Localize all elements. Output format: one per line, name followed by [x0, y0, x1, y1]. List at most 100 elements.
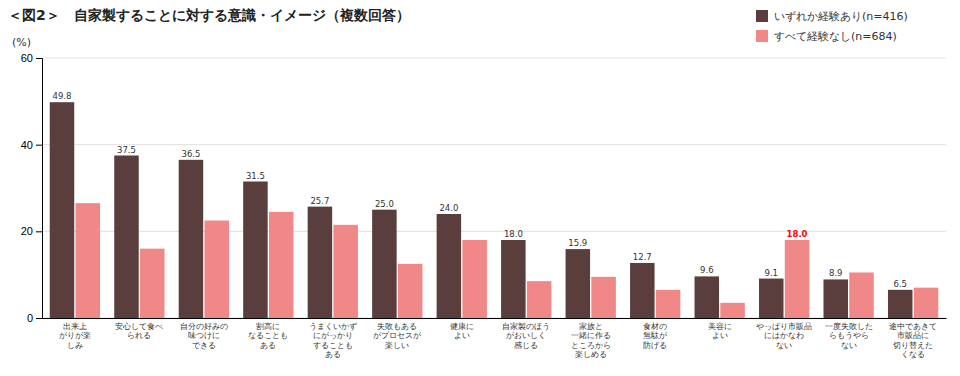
data-label: 18.0 — [504, 229, 523, 239]
x-tick-label-line: 自分の好みの — [180, 322, 228, 331]
bar — [849, 273, 874, 319]
x-tick: 食材の無駄が防げる — [643, 322, 668, 350]
x-tick: 途中であきて市販品に切り替えたくなる — [889, 322, 937, 360]
x-tick-label-line: 出来上 — [63, 322, 87, 331]
legend-label: すべて経験なし(n=684) — [774, 30, 897, 43]
x-tick-label: 家族と一緒に作るところから楽しめる — [571, 322, 611, 360]
x-tick-label-line: 楽しめる — [575, 350, 607, 359]
bar — [823, 279, 848, 318]
y-tick-label: 0 — [27, 312, 33, 324]
x-tick: 自分の好みの味つけにできる — [180, 322, 228, 350]
x-tick-label-line: ある — [325, 350, 341, 359]
data-label: 8.9 — [829, 268, 843, 278]
x-tick-label: うまくいかずにがっかりすることもある — [309, 322, 357, 360]
y-tick-mark — [36, 145, 42, 146]
x-tick-label: 健康によい — [450, 322, 474, 341]
x-axis-line — [43, 318, 947, 319]
x-tick: 健康によい — [450, 322, 474, 341]
y-tick-label: 20 — [21, 225, 33, 237]
x-tick-label-line: 途中であきて — [889, 322, 937, 331]
data-label: 9.1 — [764, 268, 778, 278]
x-tick-label: やっぱり市販品にはかなわない — [756, 322, 812, 350]
grid-line — [42, 58, 946, 59]
bar — [204, 221, 229, 319]
data-label: 12.7 — [633, 252, 652, 262]
x-tick-label-line: ない — [841, 341, 857, 350]
y-tick-mark — [36, 58, 42, 59]
x-tick: 出来上がりが楽しみ — [59, 322, 91, 350]
data-label: 36.5 — [181, 149, 200, 159]
bar — [462, 240, 487, 318]
x-tick-label-line: 楽しい — [385, 341, 409, 350]
bar — [501, 240, 526, 318]
x-tick-label-line: しみ — [67, 341, 83, 350]
x-tick-label-line: 家族と — [579, 322, 603, 331]
x-tick-label-line: 一度失敗した — [825, 322, 873, 331]
x-tick-label-line: やっぱり市販品 — [756, 322, 812, 331]
bar — [914, 288, 939, 318]
bars — [50, 102, 939, 318]
data-label: 49.8 — [53, 91, 72, 101]
bar — [630, 263, 655, 318]
bar — [308, 207, 333, 318]
x-tick-label-line: ある — [260, 341, 276, 350]
y-tick: 60 — [21, 52, 42, 64]
data-labels: 49.837.536.531.525.725.024.018.015.912.7… — [53, 91, 907, 289]
bar — [437, 214, 462, 318]
y-axis-line — [36, 59, 43, 319]
grid-line — [42, 144, 946, 145]
x-tick-label-line: 安心して食べ — [115, 322, 163, 331]
data-label: 24.0 — [439, 203, 458, 213]
x-tick-label-line: 味つけに — [188, 331, 220, 340]
bar — [333, 225, 358, 318]
bar — [398, 264, 423, 318]
data-label: 31.5 — [246, 171, 265, 181]
bar-series — [76, 203, 939, 318]
y-tick-label: 60 — [21, 52, 33, 64]
x-tick-label: 自家製のほうがおいしく感じる — [502, 322, 550, 350]
x-tick-label-line: 失敗もある — [377, 322, 417, 331]
bar — [591, 277, 616, 318]
bar — [114, 156, 139, 319]
x-tick-label: 美容によい — [708, 322, 732, 341]
x-tick-label-line: なることも — [248, 331, 288, 340]
bar — [243, 182, 268, 319]
y-axis: 0 20 40 60 — [21, 52, 43, 324]
x-tick-label-line: 防げる — [643, 341, 667, 350]
x-tick: 割高になることもある — [248, 322, 288, 350]
bar — [566, 249, 591, 318]
grid — [42, 58, 946, 318]
x-tick-label-line: 無駄が — [643, 331, 668, 340]
x-tick: 家族と一緒に作るところから楽しめる — [571, 322, 611, 360]
bar — [720, 303, 745, 318]
x-tick: 安心して食べられる — [115, 322, 163, 341]
data-label: 6.5 — [893, 279, 907, 289]
data-label: 18.0 — [787, 229, 808, 239]
bar — [656, 290, 681, 318]
legend-swatch — [756, 30, 768, 42]
data-label: 25.7 — [310, 196, 329, 206]
x-tick-label-line: ところから — [571, 341, 611, 350]
bar — [888, 290, 913, 318]
x-tick-label-line: 食材の — [643, 322, 667, 331]
y-tick: 20 — [21, 225, 42, 237]
data-label: 9.6 — [700, 265, 714, 275]
bar — [50, 102, 75, 318]
x-tick-label-line: がりが楽 — [59, 331, 91, 340]
bar — [785, 240, 810, 318]
x-tick-label: 安心して食べられる — [115, 322, 163, 341]
y-tick-label: 40 — [21, 139, 33, 151]
x-tick-label-line: にがっかり — [313, 331, 353, 340]
x-tick-label-line: られる — [127, 331, 151, 340]
x-tick: やっぱり市販品にはかなわない — [756, 322, 812, 350]
x-tick-label-line: らもうやら — [829, 331, 869, 340]
x-tick-label-line: 感じる — [514, 341, 538, 350]
y-tick: 40 — [21, 139, 42, 151]
x-tick: 自家製のほうがおいしく感じる — [502, 322, 550, 350]
x-tick-label: 食材の無駄が防げる — [643, 322, 668, 350]
bar — [269, 212, 294, 318]
data-label: 25.0 — [375, 199, 394, 209]
bar — [695, 276, 720, 318]
x-tick-label: 一度失敗したらもうやらない — [825, 322, 873, 350]
bar-series — [50, 102, 913, 318]
